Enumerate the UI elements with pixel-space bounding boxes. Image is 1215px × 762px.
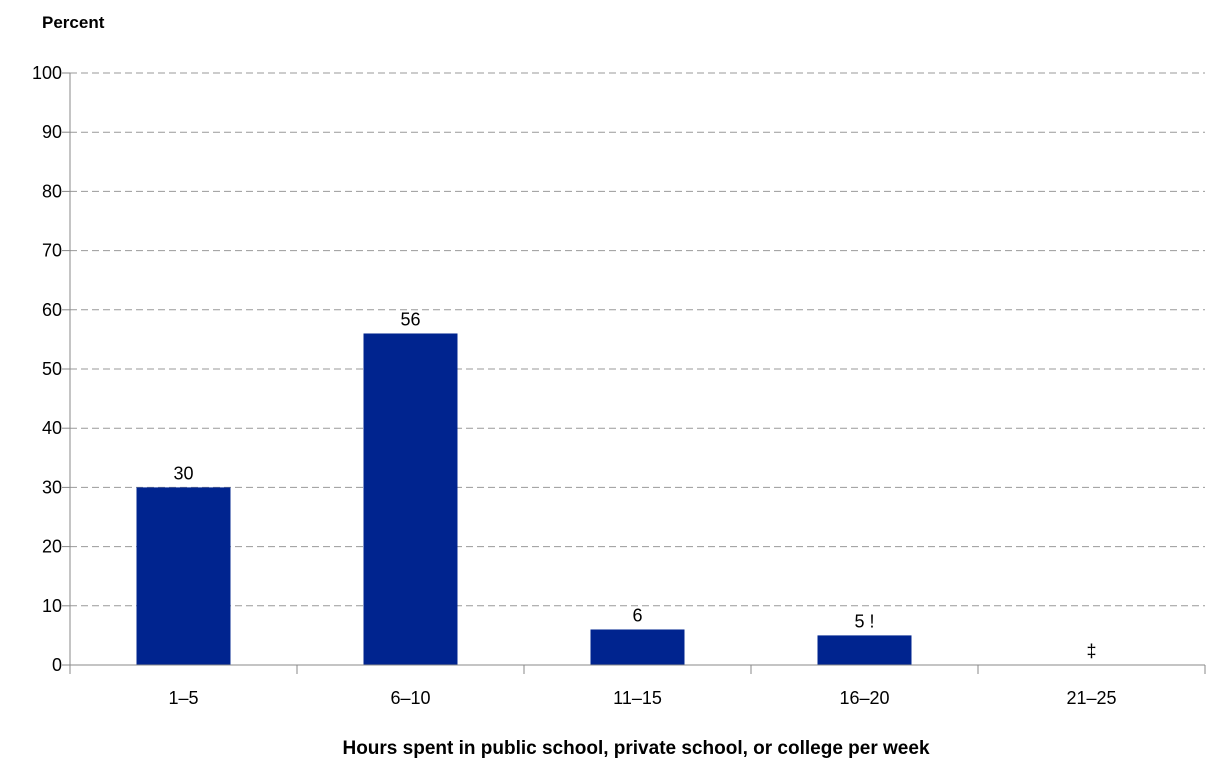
data-label-3: 6 [632,605,642,625]
data-labels: 30 56 6 5 ! ‡ [173,309,1096,661]
bar-4 [817,635,912,665]
y-axis-label: Percent [42,13,105,32]
y-tick-label-50: 50 [42,359,62,379]
y-tick-label-0: 0 [52,655,62,675]
y-tick-label-80: 80 [42,181,62,201]
x-axis-ticks: 1–5 6–10 11–15 16–20 21–25 [69,665,1206,708]
x-axis-title: Hours spent in public school, private sc… [342,738,929,759]
bar-1 [136,487,231,665]
bars [136,333,912,665]
x-tick-label-1: 1–5 [168,688,198,708]
y-tick-label-30: 30 [42,477,62,497]
x-tick-label-2: 6–10 [390,688,430,708]
bar-3 [590,629,685,665]
bar-2 [363,333,458,665]
y-axis-ticks: 0 10 20 30 40 50 60 70 80 90 100 [32,63,70,675]
y-tick-label-90: 90 [42,122,62,142]
y-tick-label-20: 20 [42,537,62,557]
y-tick-label-40: 40 [42,418,62,438]
y-tick-label-100: 100 [32,63,62,83]
y-tick-label-70: 70 [42,241,62,261]
data-label-5: ‡ [1086,641,1096,661]
y-tick-label-10: 10 [42,596,62,616]
y-tick-label-60: 60 [42,300,62,320]
data-label-1: 30 [173,463,193,483]
gridlines [70,72,1205,607]
x-tick-label-5: 21–25 [1066,688,1116,708]
axes [69,73,1205,666]
data-label-4: 5 ! [854,611,874,631]
x-tick-label-3: 11–15 [613,688,662,708]
data-label-2: 56 [400,309,420,329]
x-tick-label-4: 16–20 [839,688,889,708]
